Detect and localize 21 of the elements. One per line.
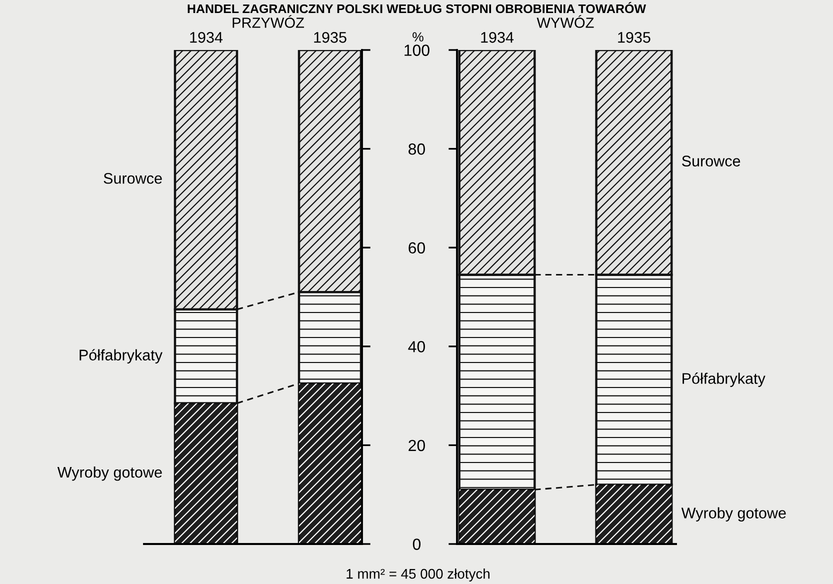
series-label: Wyroby gotowe	[57, 466, 162, 481]
x-tick-label: 1934	[190, 32, 223, 43]
y-tick-label: 40	[408, 341, 425, 352]
x-tick-label: 1935	[618, 32, 650, 43]
x-tick-label: 1935	[314, 32, 346, 43]
series-label: Półfabrykaty	[682, 372, 766, 387]
series-label: Wyroby gotowe	[681, 507, 786, 522]
y-tick-label: 80	[408, 143, 425, 155]
y-axis-title: %	[412, 32, 424, 42]
chart-subtitle: WYWÓZ	[536, 15, 594, 28]
y-tick-label: 100	[404, 44, 430, 56]
series-label: Półfabrykaty	[80, 349, 162, 364]
chart-subtitle: PRZYWÓZ	[232, 15, 304, 28]
y-tick-label: 60	[408, 242, 425, 254]
series-label: Surowce	[104, 172, 162, 184]
x-tick-label: 1934	[481, 32, 514, 43]
y-tick-label: 0	[412, 538, 421, 550]
y-tick-label: 20	[408, 440, 425, 452]
text: 1 mm² = 45 000 złotych	[346, 568, 490, 582]
text: HANDEL ZAGRANICZNY POLSKI WEDŁUG STOPNI OBROBIENIA TOWARÓW	[188, 2, 646, 14]
series-label: Surowce	[682, 156, 740, 166]
